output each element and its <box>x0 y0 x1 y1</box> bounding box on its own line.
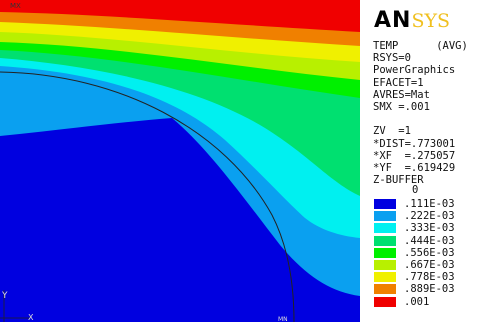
legend-swatch <box>374 223 396 234</box>
legend-label: .001 <box>404 295 430 308</box>
legend-swatch <box>374 260 396 271</box>
min-marker: MN <box>278 316 288 322</box>
legend-label: .111E-03 <box>404 198 455 211</box>
contour-legend: .111E-03.222E-03.333E-03.444E-03.556E-03… <box>374 198 455 308</box>
legend-swatch <box>374 272 396 283</box>
info-line: PowerGraphics <box>373 64 456 77</box>
legend-label: .444E-03 <box>404 234 455 247</box>
legend-swatch <box>374 199 396 210</box>
legend-label: .333E-03 <box>404 222 455 235</box>
contour-plot: Y X MN MX <box>0 0 360 322</box>
info-line: ZV =1 <box>373 125 411 138</box>
legend-entry: .889E-03 <box>374 283 455 295</box>
info-line: RSYS=0 <box>373 52 411 65</box>
info-line: Z-BUFFER <box>373 174 424 187</box>
legend-swatch <box>374 247 396 258</box>
axis-x-label: X <box>28 313 34 322</box>
legend-panel: ANSYS TEMP (AVG) RSYS=0 PowerGraphics EFACE… <box>360 0 485 322</box>
geometry-outline <box>0 71 295 322</box>
legend-swatch <box>374 296 396 307</box>
info-line: TEMP (AVG) <box>373 40 468 52</box>
legend-entry: .444E-03 <box>374 235 455 247</box>
legend-min-label: 0 <box>412 184 419 196</box>
legend-label: .667E-03 <box>404 259 455 272</box>
legend-label: .889E-03 <box>404 283 455 296</box>
legend-swatch <box>374 284 396 295</box>
axis-y-label: Y <box>1 291 8 301</box>
legend-swatch <box>374 235 396 246</box>
ansys-logo: ANSYS <box>374 8 451 33</box>
info-line <box>373 113 468 125</box>
legend-label: .778E-03 <box>404 271 455 284</box>
info-line: SMX =.001 <box>373 101 430 114</box>
info-line: *XF =.275057 <box>373 149 456 162</box>
info-line: AVRES=Mat <box>373 88 430 101</box>
info-line: *YF =.619429 <box>373 162 456 175</box>
legend-entry: .333E-03 <box>374 222 455 234</box>
legend-entry: .001 <box>374 296 455 308</box>
band-blue <box>0 118 360 322</box>
max-marker: MX <box>10 2 21 10</box>
plot-info-text: TEMP (AVG) RSYS=0 PowerGraphics EFACET=1 AVR… <box>373 40 468 186</box>
legend-entry: .111E-03 <box>374 198 455 210</box>
legend-label: .556E-03 <box>404 246 455 259</box>
legend-entry: .556E-03 <box>374 247 455 259</box>
legend-swatch <box>374 211 396 222</box>
info-line: *DIST=.773001 <box>373 137 456 150</box>
legend-entry: .222E-03 <box>374 210 455 222</box>
legend-entry: .667E-03 <box>374 259 455 271</box>
legend-entry: .778E-03 <box>374 271 455 283</box>
info-line: EFACET=1 <box>373 76 424 89</box>
legend-label: .222E-03 <box>404 210 455 223</box>
